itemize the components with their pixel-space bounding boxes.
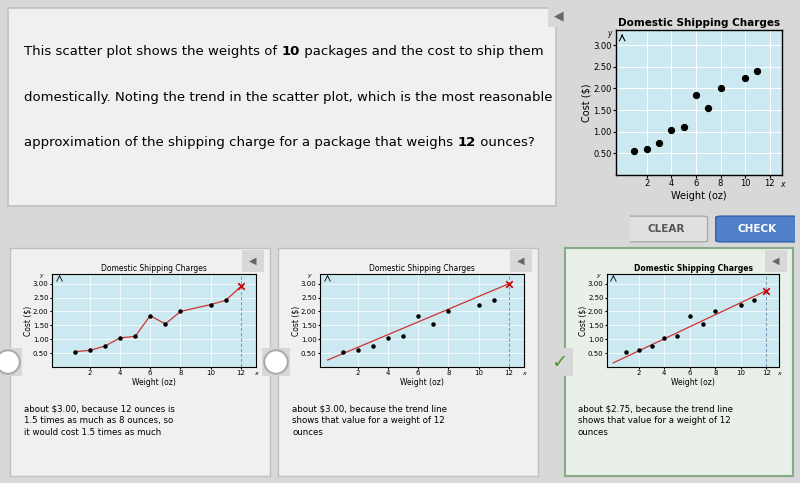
Text: 10: 10 [282, 45, 300, 58]
Point [174, 308, 187, 315]
Text: ✓: ✓ [551, 353, 567, 371]
Y-axis label: Cost ($): Cost ($) [582, 83, 592, 122]
Point [653, 139, 666, 146]
Text: about $3.00, because the trend line
shows that value for a weight of 12
ounces: about $3.00, because the trend line show… [292, 405, 447, 437]
Point [658, 334, 670, 341]
Point [442, 308, 455, 315]
Circle shape [264, 350, 288, 374]
Y-axis label: Cost ($): Cost ($) [578, 305, 588, 336]
Point [397, 333, 410, 341]
Point [159, 320, 172, 328]
Point [98, 342, 111, 350]
Point [472, 301, 485, 309]
Point [702, 104, 714, 112]
Point [234, 283, 247, 290]
Point [502, 280, 515, 287]
Point [114, 334, 126, 341]
Point [665, 126, 678, 133]
Y-axis label: Cost ($): Cost ($) [24, 305, 33, 336]
Text: x: x [780, 180, 784, 189]
Text: ounces?: ounces? [476, 136, 535, 149]
Text: domestically. Noting the trend in the scatter plot, which is the most reasonable: domestically. Noting the trend in the sc… [25, 91, 553, 103]
Point [412, 312, 425, 320]
Text: ◀: ◀ [554, 10, 564, 23]
Text: y: y [39, 273, 43, 278]
Point [734, 301, 747, 309]
Point [336, 348, 349, 355]
Text: ◀: ◀ [518, 256, 525, 266]
Title: Domestic Shipping Charges: Domestic Shipping Charges [369, 264, 475, 273]
Point [738, 74, 751, 82]
FancyBboxPatch shape [716, 216, 798, 242]
Circle shape [0, 350, 20, 374]
Point [144, 312, 157, 320]
Point [83, 346, 96, 354]
Point [620, 348, 633, 355]
Point [204, 301, 217, 309]
Point [670, 333, 683, 341]
Title: Domestic Shipping Charges: Domestic Shipping Charges [618, 18, 780, 28]
Text: about $2.75, because the trend line
shows that value for a weight of 12
ounces: about $2.75, because the trend line show… [578, 405, 733, 437]
Text: y: y [307, 273, 311, 278]
Text: about $3.00, because 12 ounces is
1.5 times as much as 8 ounces, so
it would cos: about $3.00, because 12 ounces is 1.5 ti… [24, 405, 175, 437]
Point [678, 124, 690, 131]
Text: y: y [596, 273, 600, 278]
Point [382, 334, 394, 341]
Text: packages and the cost to ship them: packages and the cost to ship them [300, 45, 544, 58]
Text: 12: 12 [458, 136, 476, 149]
X-axis label: Weight (oz): Weight (oz) [671, 378, 715, 387]
Point [645, 342, 658, 350]
Point [747, 297, 760, 304]
Text: y: y [608, 28, 612, 38]
Text: This scatter plot shows the weights of: This scatter plot shows the weights of [25, 45, 282, 58]
Point [628, 147, 641, 155]
Point [696, 320, 709, 328]
X-axis label: Weight (oz): Weight (oz) [671, 191, 727, 201]
Point [714, 85, 727, 92]
Point [760, 287, 773, 295]
Point [219, 297, 232, 304]
Text: x: x [254, 370, 258, 376]
X-axis label: Weight (oz): Weight (oz) [400, 378, 444, 387]
Text: ◀: ◀ [772, 256, 780, 266]
Point [366, 342, 379, 350]
Point [751, 67, 764, 75]
Text: CLEAR: CLEAR [648, 224, 685, 234]
Title: Domestic Shipping Charges: Domestic Shipping Charges [634, 264, 753, 273]
Point [487, 297, 500, 304]
Point [68, 348, 81, 355]
Point [633, 346, 646, 354]
Point [427, 320, 440, 328]
Point [709, 308, 722, 315]
FancyBboxPatch shape [625, 216, 707, 242]
Text: x: x [522, 370, 526, 376]
Title: Domestic Shipping Charges: Domestic Shipping Charges [101, 264, 207, 273]
Text: ◀: ◀ [250, 256, 257, 266]
Text: CHECK: CHECK [738, 224, 777, 234]
Point [683, 312, 696, 320]
Text: x: x [777, 370, 781, 376]
Point [640, 145, 653, 153]
X-axis label: Weight (oz): Weight (oz) [132, 378, 176, 387]
Point [129, 333, 142, 341]
Point [690, 91, 702, 99]
Y-axis label: Cost ($): Cost ($) [292, 305, 301, 336]
Point [351, 346, 364, 354]
Text: approximation of the shipping charge for a package that weighs: approximation of the shipping charge for… [25, 136, 458, 149]
